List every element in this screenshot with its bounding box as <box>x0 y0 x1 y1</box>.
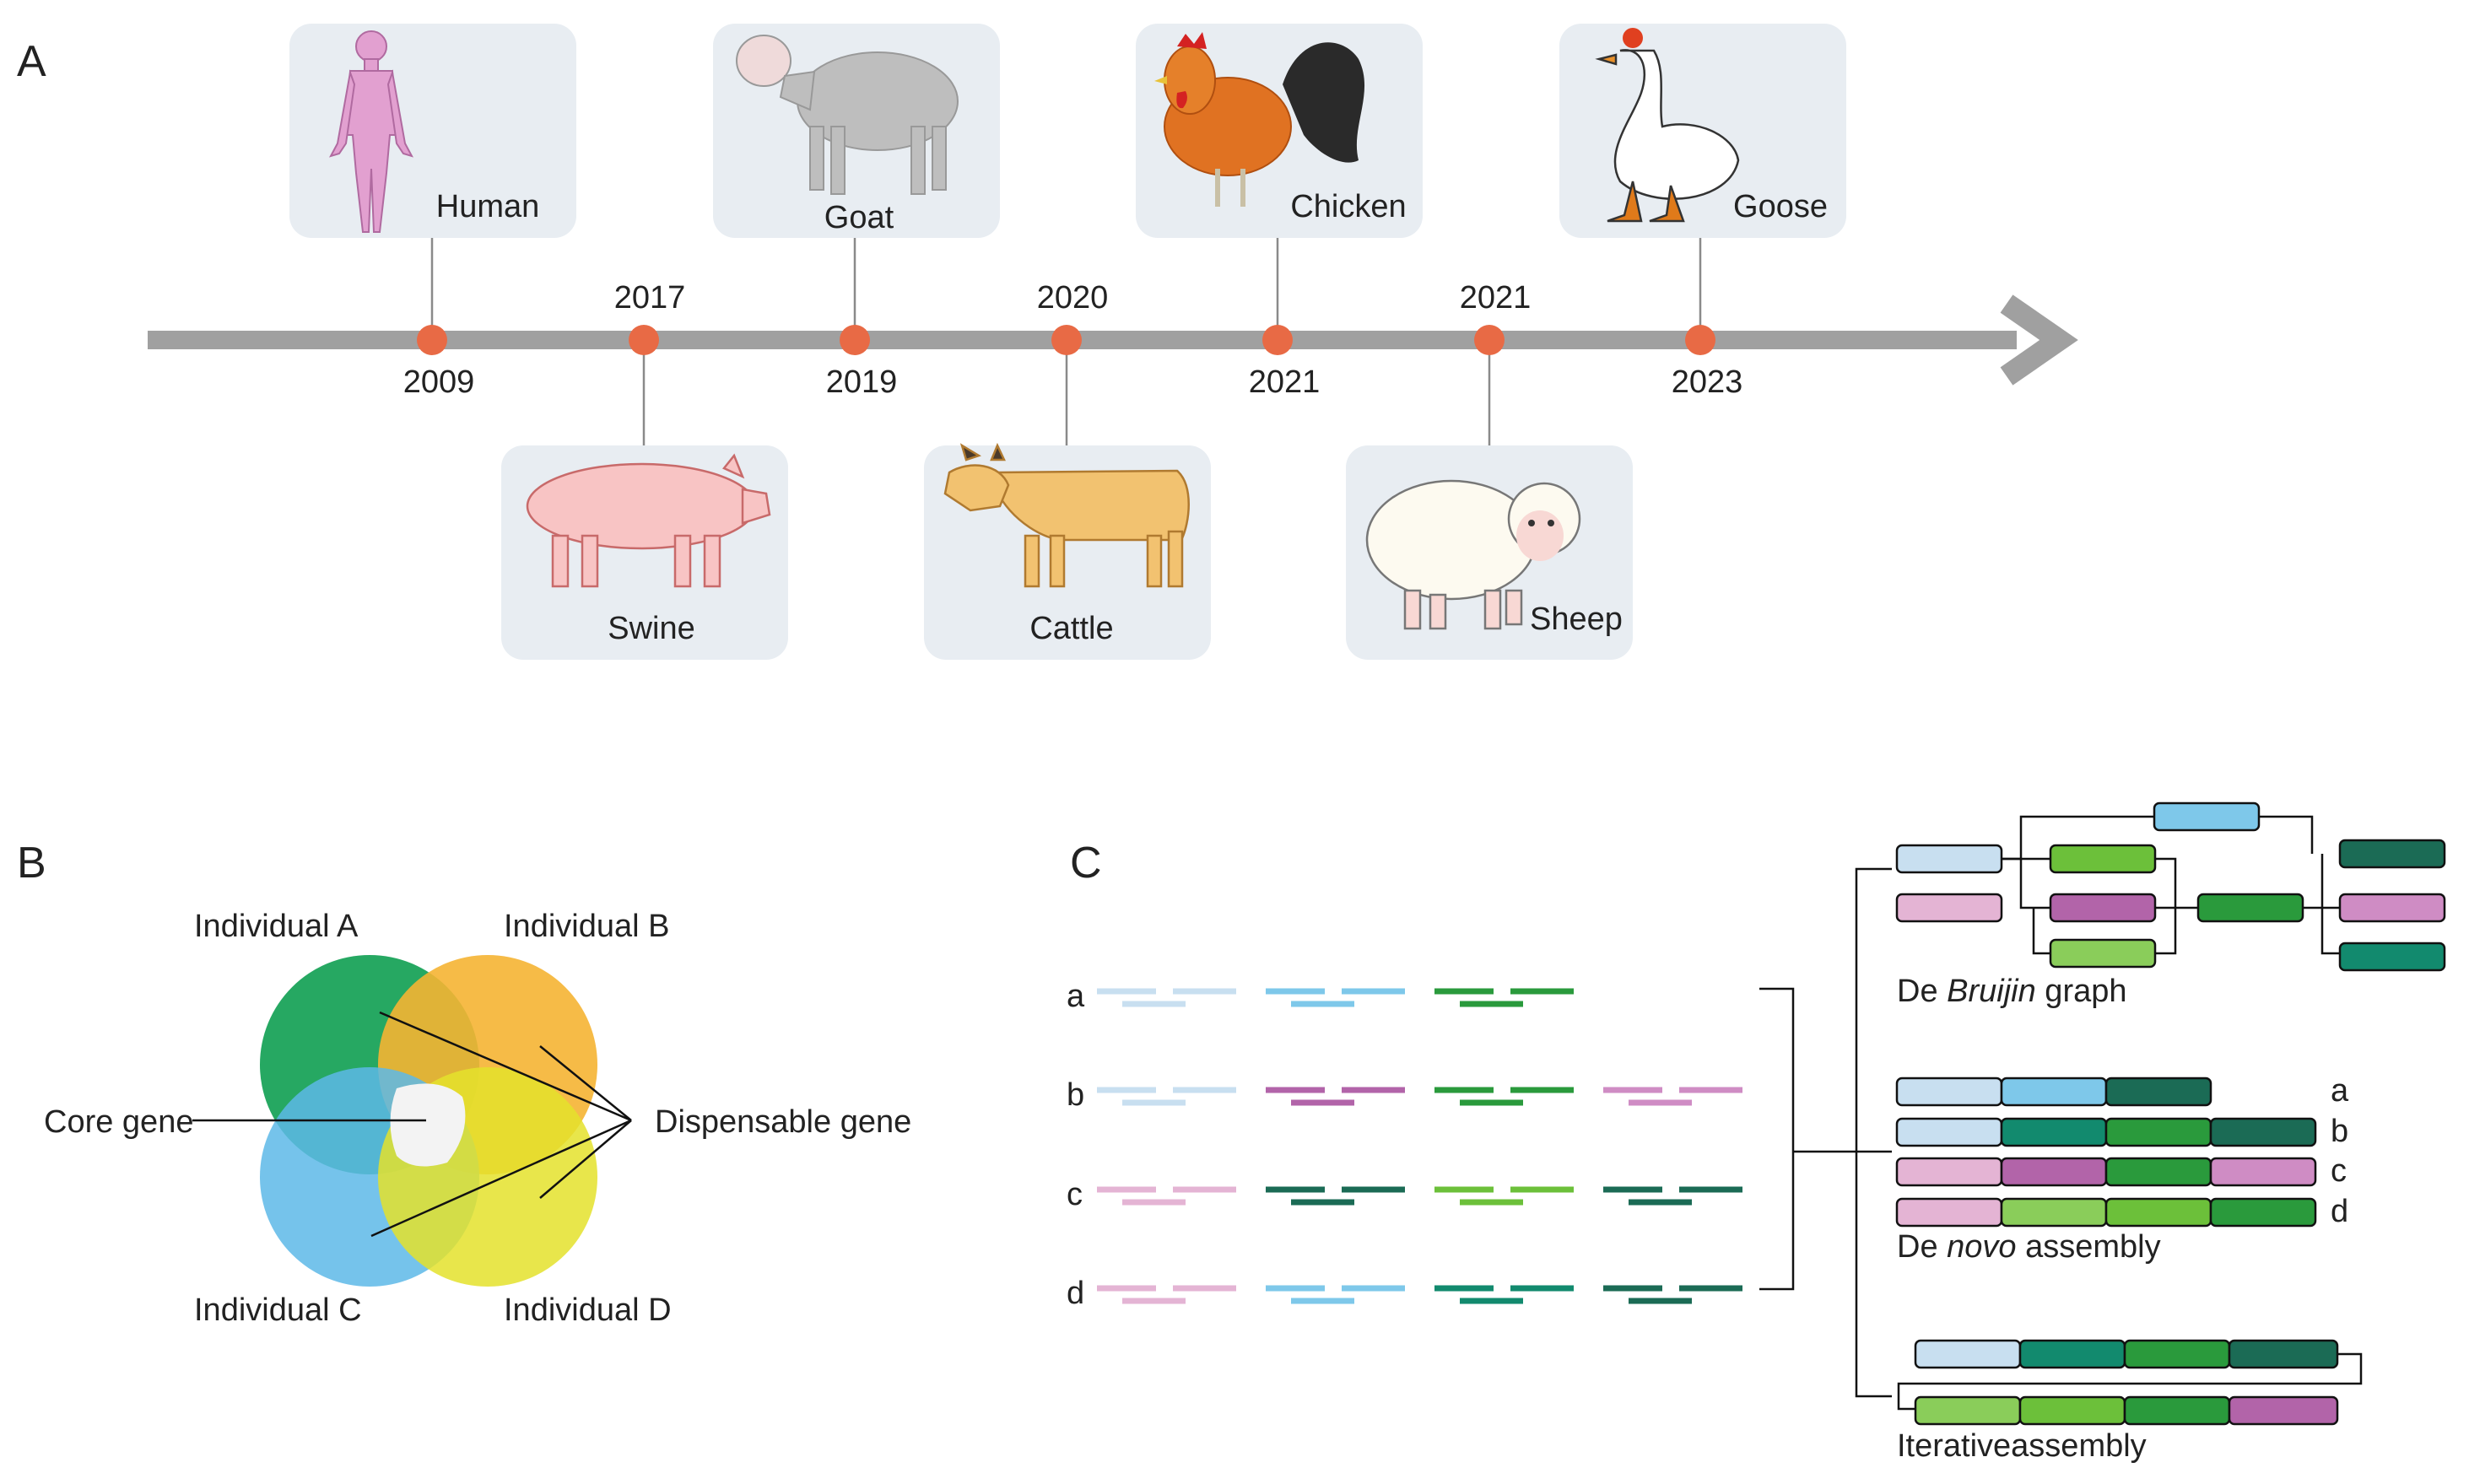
read-fragment <box>1266 988 1405 1007</box>
human-icon <box>328 30 414 233</box>
venn-label-b: Individual B <box>504 909 669 944</box>
cattle-icon <box>943 442 1190 588</box>
read-fragment <box>1266 1285 1405 1304</box>
card-human: Human <box>289 24 576 238</box>
read-fragment <box>1266 1186 1405 1206</box>
read-fragment <box>1434 1087 1574 1106</box>
card-goat: Goat <box>713 24 1000 238</box>
card-goose: Goose <box>1559 24 1846 238</box>
read-fragment <box>1097 1285 1236 1304</box>
timeline-dot <box>1051 325 1082 355</box>
dispensable-gene-label: Dispensable gene <box>655 1104 911 1140</box>
iterative-connectors <box>1897 1352 2363 1411</box>
read-fragment <box>1603 1285 1742 1304</box>
contig-row <box>1895 1157 2317 1187</box>
species-label-swine: Swine <box>608 611 695 646</box>
goat-icon <box>736 35 959 195</box>
denovo-label: De novo assembly <box>1897 1229 2161 1265</box>
contig-row <box>1895 1197 2317 1228</box>
graph-node <box>1895 893 2003 923</box>
timeline-dot <box>1262 325 1293 355</box>
graph-node <box>2338 839 2446 869</box>
iterative-label: Iterativeassembly <box>1897 1428 2147 1464</box>
panel-label-a: A <box>17 37 46 86</box>
timeline-dot <box>840 325 870 355</box>
contig-row-label: c <box>2331 1153 2347 1189</box>
year-label: 2017 <box>614 280 686 316</box>
goose-icon <box>1595 28 1740 223</box>
timeline-dot <box>1685 325 1715 355</box>
read-label: b <box>1067 1077 1084 1113</box>
card-chicken: Chicken <box>1136 24 1423 238</box>
read-label: a <box>1067 979 1085 1014</box>
species-label-cattle: Cattle <box>1029 611 1113 646</box>
read-label: d <box>1067 1276 1084 1311</box>
contig-row-label: d <box>2331 1194 2348 1229</box>
species-label-goat: Goat <box>824 200 894 235</box>
graph-node <box>2049 893 2157 923</box>
read-fragment <box>1434 988 1574 1007</box>
year-label: 2021 <box>1460 280 1532 316</box>
sheep-icon <box>1365 479 1581 630</box>
denovo-contigs <box>1895 1077 2317 1228</box>
chicken-icon <box>1154 32 1365 207</box>
read-fragment <box>1097 1186 1236 1206</box>
read-fragment <box>1434 1285 1574 1304</box>
core-gene-label: Core gene <box>44 1104 193 1140</box>
iterative-contigs <box>1914 1339 2339 1426</box>
species-label-human: Human <box>436 189 540 224</box>
species-label-goose: Goose <box>1733 189 1828 224</box>
read-fragment <box>1603 1186 1742 1206</box>
timeline-dot <box>417 325 447 355</box>
read-fragment <box>1434 1186 1574 1206</box>
timeline-connectors <box>430 238 1702 445</box>
graph-node <box>2049 938 2157 969</box>
graph-node <box>2196 893 2304 923</box>
short-reads <box>1097 988 1742 1304</box>
graph-node <box>2049 844 2157 874</box>
venn-label-d: Individual D <box>504 1292 672 1328</box>
year-label: 2021 <box>1249 364 1321 400</box>
venn-label-a: Individual A <box>194 909 359 944</box>
graph-node <box>2338 893 2446 923</box>
venn-leader-lines <box>192 1011 632 1238</box>
card-cattle: Cattle <box>924 442 1211 660</box>
panel-label-b: B <box>17 839 46 888</box>
timeline-dot <box>629 325 659 355</box>
species-label-chicken: Chicken <box>1290 189 1406 224</box>
timeline-dot <box>1474 325 1505 355</box>
venn-label-c: Individual C <box>194 1292 362 1328</box>
debruijn-label: De Bruijin graph <box>1897 974 2127 1009</box>
read-fragment <box>1266 1087 1405 1106</box>
debruijn-nodes <box>1895 801 2446 972</box>
graph-node <box>1895 844 2003 874</box>
assembly-brackets <box>1759 867 1892 1398</box>
read-fragment <box>1097 988 1236 1007</box>
card-swine: Swine <box>501 445 788 660</box>
species-label-sheep: Sheep <box>1530 602 1623 637</box>
card-sheep: Sheep <box>1346 445 1633 660</box>
swine-icon <box>526 453 771 588</box>
timeline-axis <box>148 294 2078 386</box>
debruijn-edges <box>2002 815 2340 955</box>
panel-label-c: C <box>1070 839 1102 888</box>
read-fragment <box>1603 1087 1742 1106</box>
contig-row <box>1895 1077 2212 1107</box>
year-label: 2020 <box>1037 280 1109 316</box>
graph-node <box>2338 942 2446 972</box>
timeline-dots <box>417 325 1715 355</box>
core-gene-region <box>390 1083 466 1167</box>
contig-row-label: b <box>2331 1114 2348 1149</box>
read-fragment <box>1097 1087 1236 1106</box>
contig-row <box>1895 1117 2317 1147</box>
contig-row-label: a <box>2331 1073 2349 1109</box>
year-label: 2023 <box>1672 364 1743 400</box>
graph-node <box>2153 801 2261 832</box>
year-label: 2019 <box>826 364 898 400</box>
read-label: c <box>1067 1177 1083 1212</box>
year-label: 2009 <box>403 364 475 400</box>
